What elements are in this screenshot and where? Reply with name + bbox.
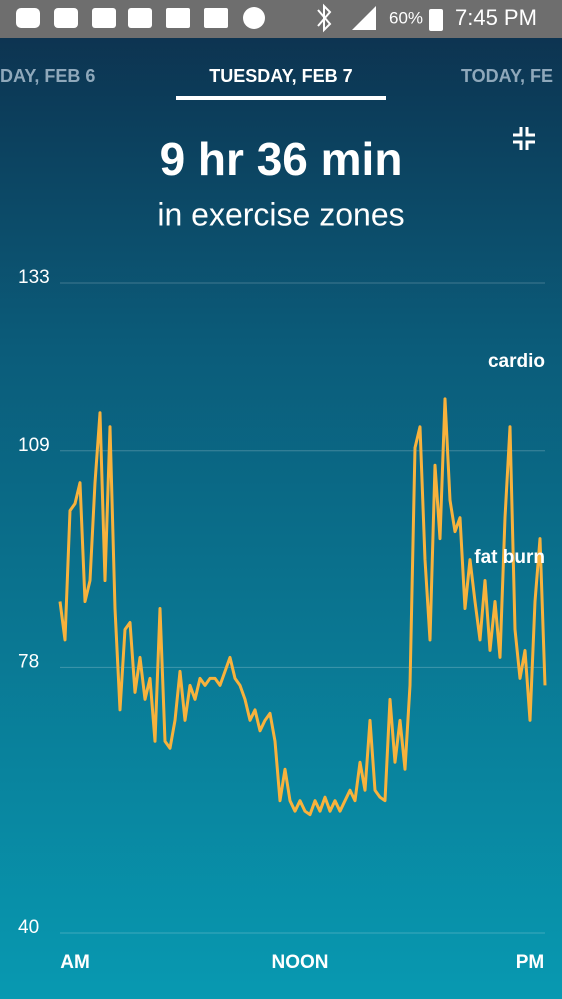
icon [128, 8, 152, 28]
tab-underline [176, 96, 386, 100]
icon [54, 8, 78, 28]
y-tick-label: 40 [18, 917, 39, 938]
tab-active[interactable]: TUESDAY, FEB 7 [209, 66, 352, 86]
x-tick-label: AM [60, 952, 90, 973]
caption: in exercise zones [157, 196, 404, 232]
battery-icon [429, 9, 443, 31]
zone-label: fat burn [474, 547, 545, 568]
bluetooth-icon [317, 3, 332, 33]
icon [243, 7, 265, 29]
zone-label: cardio [488, 351, 545, 372]
icon [166, 8, 190, 28]
y-tick-label: 109 [18, 435, 50, 456]
duration: 9 hr 36 min [160, 133, 403, 185]
y-tick-label: 78 [18, 651, 39, 672]
x-tick-label: PM [516, 952, 545, 973]
battery-text: 60% [389, 8, 423, 27]
x-tick-label: NOON [272, 952, 329, 973]
tab[interactable]: DAY, FEB 6 [0, 66, 95, 86]
collapse-button[interactable] [513, 127, 535, 150]
clock: 7:45 PM [455, 5, 537, 30]
icon [16, 8, 40, 28]
icon [92, 8, 116, 28]
icon [204, 8, 228, 28]
notification-icons [16, 3, 443, 33]
heart-rate-line [58, 397, 547, 817]
y-tick-label: 133 [18, 267, 50, 288]
signal-icon [352, 6, 376, 30]
day-tabs: DAY, FEB 6 TUESDAY, FEB 7 TODAY, FE [0, 66, 553, 100]
status-bar: 60% 7:45 PM [0, 0, 562, 38]
tab[interactable]: TODAY, FE [461, 66, 553, 86]
heart-rate-chart: 40 78 109 133 AM NOON PM cardio fat burn [18, 267, 547, 973]
